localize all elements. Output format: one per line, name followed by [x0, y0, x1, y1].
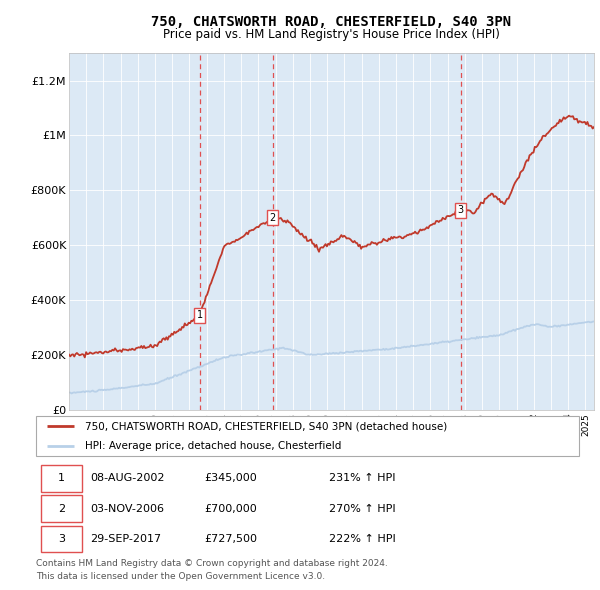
- FancyBboxPatch shape: [41, 465, 82, 491]
- Text: 231% ↑ HPI: 231% ↑ HPI: [329, 473, 396, 483]
- Text: £700,000: £700,000: [205, 504, 257, 513]
- Text: 2: 2: [58, 504, 65, 513]
- Text: £345,000: £345,000: [205, 473, 257, 483]
- FancyBboxPatch shape: [41, 496, 82, 522]
- Text: 29-SEP-2017: 29-SEP-2017: [91, 534, 161, 544]
- Text: 3: 3: [58, 534, 65, 544]
- Text: 750, CHATSWORTH ROAD, CHESTERFIELD, S40 3PN (detached house): 750, CHATSWORTH ROAD, CHESTERFIELD, S40 …: [85, 421, 447, 431]
- FancyBboxPatch shape: [36, 415, 579, 457]
- Text: 750, CHATSWORTH ROAD, CHESTERFIELD, S40 3PN: 750, CHATSWORTH ROAD, CHESTERFIELD, S40 …: [151, 15, 512, 29]
- Text: 1: 1: [58, 473, 65, 483]
- Text: Contains HM Land Registry data © Crown copyright and database right 2024.
This d: Contains HM Land Registry data © Crown c…: [36, 559, 388, 581]
- Text: 270% ↑ HPI: 270% ↑ HPI: [329, 504, 396, 513]
- Text: 2: 2: [269, 213, 276, 223]
- FancyBboxPatch shape: [41, 526, 82, 552]
- Text: £727,500: £727,500: [205, 534, 257, 544]
- Text: 3: 3: [458, 205, 464, 215]
- Text: 03-NOV-2006: 03-NOV-2006: [91, 504, 164, 513]
- Text: Price paid vs. HM Land Registry's House Price Index (HPI): Price paid vs. HM Land Registry's House …: [163, 28, 500, 41]
- Text: 1: 1: [197, 310, 203, 320]
- Text: 08-AUG-2002: 08-AUG-2002: [91, 473, 165, 483]
- Text: 222% ↑ HPI: 222% ↑ HPI: [329, 534, 396, 544]
- Text: HPI: Average price, detached house, Chesterfield: HPI: Average price, detached house, Ches…: [85, 441, 341, 451]
